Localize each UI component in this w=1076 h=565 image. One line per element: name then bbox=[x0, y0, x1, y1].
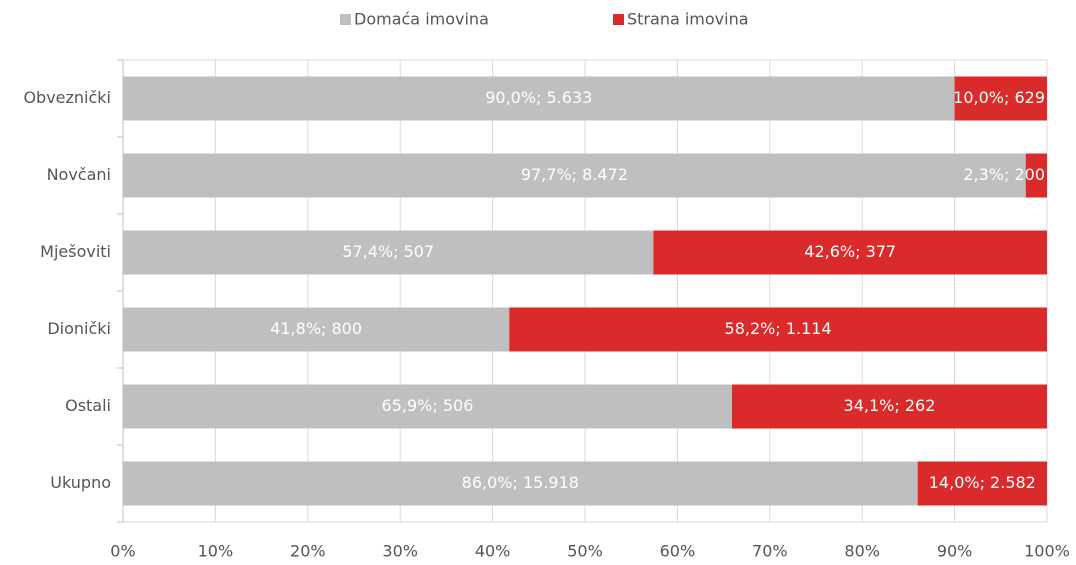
bar bbox=[509, 307, 1047, 352]
data-label: 34,1%; 262 bbox=[844, 396, 936, 415]
data-label: 58,2%; 1.114 bbox=[725, 319, 832, 338]
bar bbox=[123, 384, 732, 429]
bar bbox=[731, 384, 1047, 429]
x-tick-label: 20% bbox=[290, 542, 326, 561]
legend-label: Strana imovina bbox=[627, 10, 749, 29]
data-label: 10,0%; 629 bbox=[953, 88, 1045, 107]
x-tick-label: 0% bbox=[110, 542, 135, 561]
x-tick-label: 70% bbox=[752, 542, 788, 561]
data-label: 86,0%; 15.918 bbox=[462, 473, 579, 492]
x-tick-label: 10% bbox=[198, 542, 234, 561]
y-tick-label: Ostali bbox=[65, 396, 111, 415]
bar bbox=[123, 76, 955, 121]
legend-label: Domaća imovina bbox=[354, 10, 489, 29]
data-label: 14,0%; 2.582 bbox=[929, 473, 1036, 492]
data-label: 97,7%; 8.472 bbox=[521, 165, 628, 184]
y-tick-label: Obveznički bbox=[23, 88, 111, 107]
x-tick-label: 50% bbox=[567, 542, 603, 561]
x-tick-label: 90% bbox=[937, 542, 973, 561]
x-tick-label: 80% bbox=[844, 542, 880, 561]
y-tick-label: Dionički bbox=[47, 319, 111, 338]
legend-swatch bbox=[613, 14, 624, 25]
bar bbox=[653, 230, 1047, 275]
y-tick-label: Novčani bbox=[47, 165, 111, 184]
y-tick-label: Mješoviti bbox=[40, 242, 111, 261]
y-tick-label: Ukupno bbox=[50, 473, 111, 492]
bar bbox=[123, 230, 654, 275]
x-tick-label: 40% bbox=[475, 542, 511, 561]
data-label: 42,6%; 377 bbox=[804, 242, 896, 261]
data-label: 90,0%; 5.633 bbox=[485, 88, 592, 107]
bar bbox=[123, 307, 510, 352]
x-tick-label: 30% bbox=[382, 542, 418, 561]
x-tick-label: 100% bbox=[1024, 542, 1070, 561]
data-label: 2,3%; 200 bbox=[963, 165, 1045, 184]
x-tick-label: 60% bbox=[660, 542, 696, 561]
bar bbox=[123, 153, 1026, 198]
bar bbox=[1025, 153, 1047, 198]
bar bbox=[954, 76, 1047, 121]
data-label: 65,9%; 506 bbox=[382, 396, 474, 415]
bar bbox=[917, 461, 1047, 506]
data-label: 57,4%; 507 bbox=[342, 242, 434, 261]
data-label: 41,8%; 800 bbox=[270, 319, 362, 338]
legend-swatch bbox=[340, 14, 351, 25]
bar bbox=[123, 461, 918, 506]
